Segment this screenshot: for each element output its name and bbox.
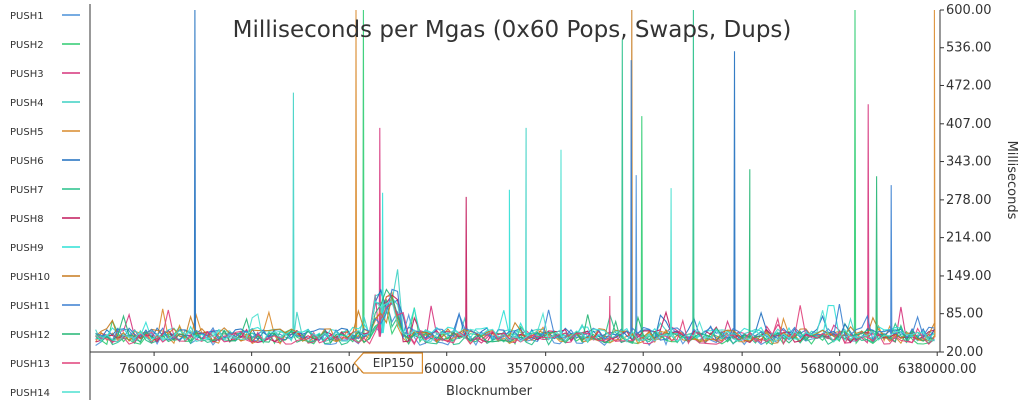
legend-label-push8: PUSH8 (10, 214, 44, 225)
y-axis-label: Milliseconds (1004, 141, 1019, 220)
series-line-push12 (95, 169, 935, 345)
x-tick-label: 4980000.00 (703, 362, 782, 377)
annotation-label: EIP150 (373, 356, 414, 370)
legend-label-push12: PUSH12 (10, 330, 50, 341)
axes (90, 10, 941, 353)
series-line-push8 (95, 196, 935, 344)
legend-label-push10: PUSH10 (10, 272, 50, 283)
series-line-push2 (95, 9, 935, 346)
y-tick-label: 600.00 (946, 3, 992, 18)
legend-label-push2: PUSH2 (10, 40, 44, 51)
series-line-push11 (95, 60, 935, 342)
legend: PUSH1 PUSH2 PUSH3 PUSH4 PUSH5 PUSH6 PUSH7 PUSH8… (10, 4, 91, 400)
x-tick-label: 2860000.00 (407, 362, 486, 377)
legend-label-push9: PUSH9 (10, 243, 44, 254)
x-tick-label: 4270000.00 (604, 362, 683, 377)
y-tick-label: 278.00 (946, 193, 992, 208)
series-line-push1 (95, 175, 935, 347)
series-line-push9 (95, 189, 935, 341)
y-tick-label: 472.00 (946, 78, 992, 93)
series-line-push4 (95, 92, 935, 343)
legend-label-push13: PUSH13 (10, 359, 50, 370)
x-tick-label: 760000.00 (119, 362, 189, 377)
legend-label-push4: PUSH4 (10, 98, 44, 109)
legend-label-push6: PUSH6 (10, 156, 44, 167)
series-line-push7 (95, 9, 935, 346)
legend-label-push5: PUSH5 (10, 127, 44, 138)
x-tick-label: 6380000.00 (898, 362, 977, 377)
chart-title: Milliseconds per Mgas (0x60 Pops, Swaps,… (233, 17, 792, 43)
x-tick-label: 3570000.00 (506, 362, 585, 377)
legend-label-push14: PUSH14 (10, 388, 50, 399)
y-tick-label: 85.00 (946, 307, 983, 322)
legend-label-push7: PUSH7 (10, 185, 44, 196)
y-tick-label: 343.00 (946, 155, 992, 170)
series-line-push10 (95, 9, 935, 343)
y-tick-label: 214.00 (946, 231, 992, 246)
y-tick-label: 149.00 (946, 269, 992, 284)
eip150-annotation: EIP150 (353, 352, 424, 374)
series-line-push14 (95, 149, 935, 343)
series-line-push3 (95, 104, 935, 345)
annotation-marker (353, 352, 424, 374)
x-tick-label: 5680000.00 (800, 362, 879, 377)
series-line-push6 (95, 9, 935, 342)
legend-label-push1: PUSH1 (10, 11, 44, 22)
legend-label-push3: PUSH3 (10, 69, 44, 80)
plot-lines (95, 9, 936, 347)
series-line-push5 (95, 9, 936, 345)
x-tick-labels: 760000.00 1460000.00 2160000.00 2860000.00 3… (119, 352, 977, 377)
y-tick-labels: 20.00 85.00 149.00 214.00 278.00 343.00 407.00… (940, 3, 992, 360)
y-tick-label: 20.00 (946, 345, 983, 360)
x-axis-label: Blocknumber (446, 384, 533, 399)
y-tick-label: 407.00 (946, 117, 992, 132)
x-tick-label: 1460000.00 (212, 362, 291, 377)
legend-label-push11: PUSH11 (10, 301, 50, 312)
y-tick-label: 536.00 (946, 41, 992, 56)
